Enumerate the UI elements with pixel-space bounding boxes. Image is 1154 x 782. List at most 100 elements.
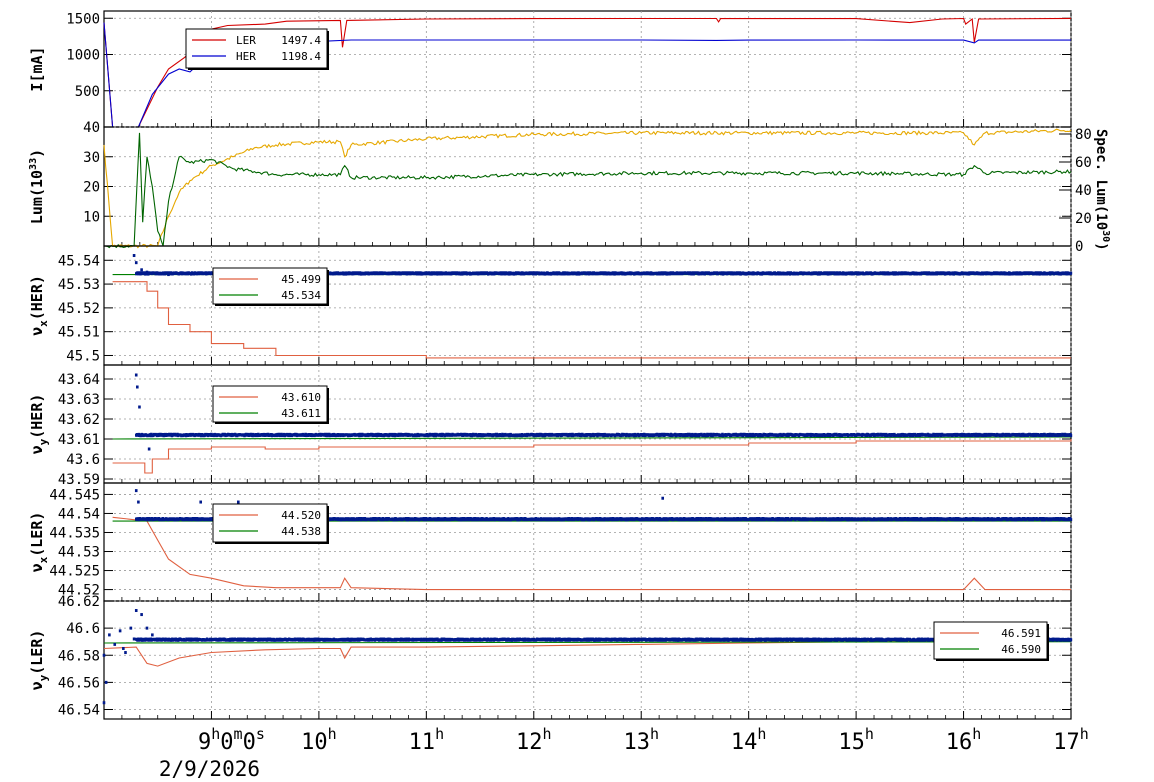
y-tick-label: 44.535 [49,525,100,541]
measurement-point [104,680,108,684]
legend-box [933,621,1048,660]
x-tick-label: 13h [623,725,659,755]
measurement-point [122,646,125,650]
y-tick-label: 46.6 [66,621,100,637]
y-tick-label: 46.62 [58,594,100,610]
measurement-point [108,633,111,637]
x-tick-label: 11h [409,725,445,755]
measurement-band [135,517,1073,522]
series-line-0 [112,281,1071,359]
x-tick-label: 15h [838,725,874,755]
measurement-point [134,489,138,493]
x-tick-label: 9h0m0s [198,725,265,755]
measurement-point [124,651,127,655]
series-line-1 [103,641,1072,644]
y-tick-label: 46.58 [58,648,100,664]
measurement-point [102,653,106,657]
legend-box [212,503,328,543]
y-tick-label: 500 [75,84,100,100]
measurement-point [237,500,240,504]
measurement-point [136,385,139,389]
y-tick-label: 40 [83,120,100,136]
y-axis-label: νy(LER) [28,630,50,691]
x-tick-label: 10h [301,725,337,755]
legend-value: 46.591 [1001,627,1041,640]
series-line-0 [112,439,1072,474]
measurement-band [135,271,1073,276]
measurement-point [147,447,151,451]
x-tick-label: 17h [1053,725,1089,755]
y-tick-label: 43.61 [58,432,100,448]
y-tick-label: 43.64 [58,372,100,388]
y-tick-label: 45.54 [58,253,100,269]
y-tick-label: 43.62 [58,412,100,428]
measurement-point [199,500,202,504]
measurement-point [132,254,136,258]
measurement-point [167,273,170,277]
legend: 43.610 43.611 [212,385,329,424]
x-axis-date-label: 2/9/2026 [159,757,260,781]
y-tick-label: 45.5 [66,348,100,364]
measurement-point [134,373,138,377]
measurement-point [113,642,117,646]
legend: 44.520 44.538 [212,503,329,544]
right-y-tick-label: 80 [1075,127,1092,143]
y-tick-label: 30 [83,150,100,166]
right-y-tick-label: 20 [1075,211,1092,227]
measurement-point [151,633,154,637]
panel-nuy_her: 43.59 43.6 43.61 43.62 43.63 43.64 νy(HER) 43.6… [28,364,1073,488]
measurement-point [145,626,149,630]
measurement-point [140,613,143,617]
y-axis-label: νx(LER) [28,512,50,573]
measurement-band [135,637,1073,642]
y-tick-label: 43.6 [66,452,100,468]
y-tick-label: 45.53 [58,277,100,293]
legend-box [212,385,328,423]
series-line-1 [112,436,1072,440]
measurement-band [135,432,1073,438]
y-tick-label: 44.54 [58,506,100,522]
panel-frame [103,600,1072,720]
y-tick-label: 44.53 [58,545,100,561]
legend-value: 44.538 [281,525,321,538]
y-tick-label: 1000 [66,48,100,64]
right-y-tick-label: 0 [1075,239,1083,255]
y-tick-label: 43.59 [58,472,100,488]
x-tick-label: 16h [946,725,982,755]
y-tick-label: 44.525 [49,564,100,580]
legend-value: 1198.4 [281,50,321,63]
x-tick-label: 12h [516,725,552,755]
right-y-tick-label: 40 [1075,183,1092,199]
y-tick-label: 44.52 [58,583,100,599]
y-tick-label: 46.54 [58,703,100,719]
legend: LER 1497.4 HER 1198.4 [185,28,329,70]
measurement-point [661,496,665,500]
measurement-point [102,701,106,705]
measurement-point [134,261,138,265]
y-tick-label: 20 [83,180,100,196]
legend-value: 44.520 [281,509,321,522]
series-line-0 [112,516,1071,591]
y-tick-label: 45.52 [58,301,100,317]
panel-current: 500 1000 1500 I[mA] LER 1497.4 HER 1198.4 [28,10,1072,128]
measurement-point [134,608,138,612]
legend-box [185,28,328,69]
y-axis-label: I[mA] [28,46,46,91]
measurement-point [137,500,140,504]
panel-nux_ler: 44.52 44.525 44.53 44.535 44.54 44.545 νx(LER)… [28,482,1073,602]
legend-box [212,267,328,305]
series-line-0 [103,128,1072,249]
legend-value: 43.610 [281,391,321,404]
y-tick-label: 45.51 [58,325,100,341]
measurement-point [145,270,149,274]
legend-value: 46.590 [1001,643,1041,656]
y-tick-label: 1500 [66,11,100,27]
series-line-0 [103,17,1072,128]
y-axis-label: νx(HER) [28,275,50,336]
measurement-point [129,626,133,630]
panel-lumi: 10 20 30 40 0 20 40 60 80 Spec. Lum(1030) Lum(1033… [28,120,1111,255]
legend-value: 43.611 [281,407,321,420]
legend: 46.591 46.590 [933,621,1049,661]
legend-value: 45.534 [281,289,321,302]
